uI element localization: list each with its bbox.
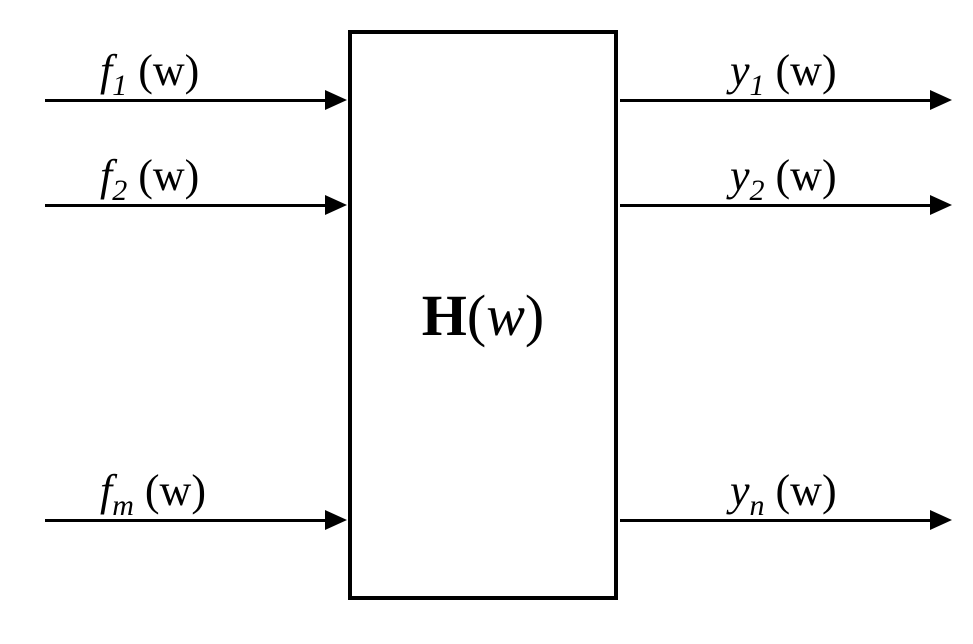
block-label-paren-open: (	[467, 283, 486, 348]
input-m-sub: m	[112, 489, 134, 522]
diagram-container: H(w) f1 (w) f2 (w) fm (w) y1 (w) y2 (w) …	[0, 0, 973, 644]
output-label-n: yn (w)	[730, 465, 837, 523]
input-arrow-head-m	[325, 510, 347, 530]
output-n-arg: (w)	[776, 466, 837, 515]
input-arrow-head-1	[325, 90, 347, 110]
input-label-m: fm (w)	[100, 465, 206, 523]
output-2-sub: 2	[750, 174, 765, 207]
output-arrow-head-n	[930, 510, 952, 530]
output-arrow-line-2	[620, 204, 930, 207]
output-arrow-line-n	[620, 519, 930, 522]
output-1-base: y	[730, 46, 750, 95]
output-2-base: y	[730, 151, 750, 200]
output-label-2: y2 (w)	[730, 150, 837, 208]
block-label-w: w	[486, 283, 525, 348]
input-arrow-head-2	[325, 195, 347, 215]
output-label-1: y1 (w)	[730, 45, 837, 103]
input-m-arg: (w)	[145, 466, 206, 515]
output-arrow-head-1	[930, 90, 952, 110]
input-m-base: f	[100, 466, 112, 515]
input-arrow-line-m	[45, 519, 325, 522]
input-2-sub: 2	[112, 174, 127, 207]
output-1-sub: 1	[750, 69, 765, 102]
input-1-sub: 1	[112, 69, 127, 102]
input-arrow-line-2	[45, 204, 325, 207]
block-label: H(w)	[422, 282, 544, 349]
block-label-paren-close: )	[525, 283, 544, 348]
output-arrow-head-2	[930, 195, 952, 215]
input-label-2: f2 (w)	[100, 150, 199, 208]
output-n-sub: n	[750, 489, 765, 522]
input-2-arg: (w)	[138, 151, 199, 200]
output-arrow-line-1	[620, 99, 930, 102]
input-1-arg: (w)	[138, 46, 199, 95]
output-n-base: y	[730, 466, 750, 515]
input-2-base: f	[100, 151, 112, 200]
transfer-function-block: H(w)	[348, 30, 618, 600]
output-1-arg: (w)	[776, 46, 837, 95]
input-1-base: f	[100, 46, 112, 95]
input-arrow-line-1	[45, 99, 325, 102]
input-label-1: f1 (w)	[100, 45, 199, 103]
block-label-H: H	[422, 283, 467, 348]
output-2-arg: (w)	[776, 151, 837, 200]
